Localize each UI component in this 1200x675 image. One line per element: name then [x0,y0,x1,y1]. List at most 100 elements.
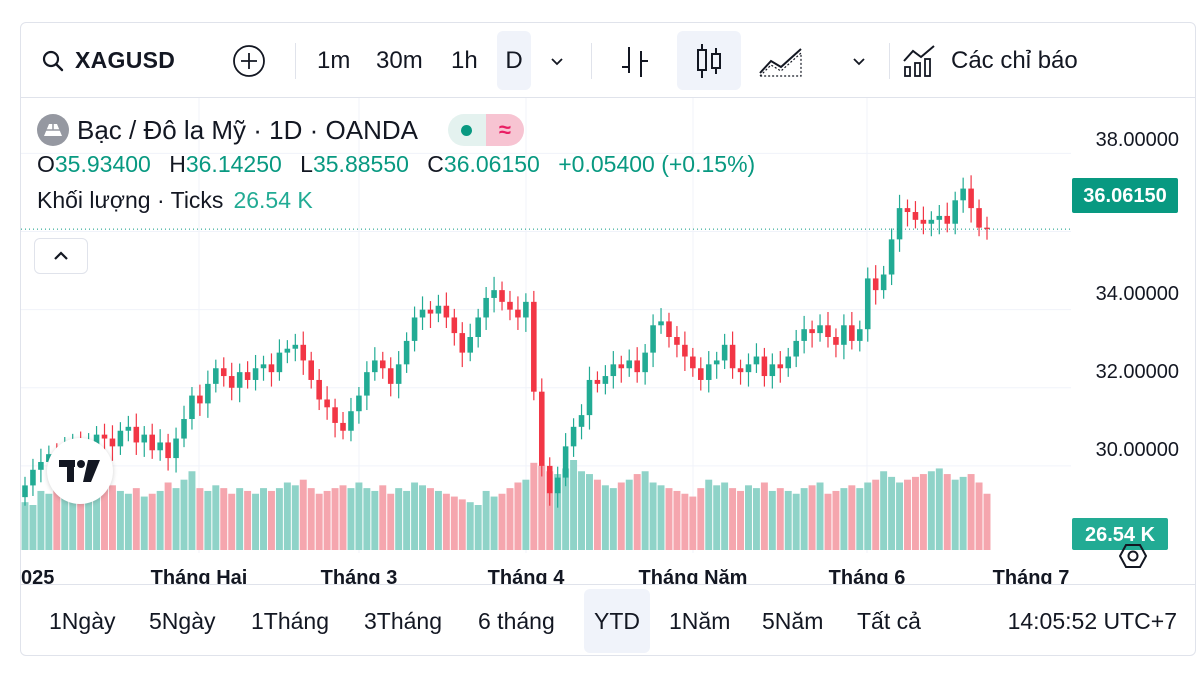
search-icon [42,50,64,71]
time-axis-label: Tháng 4 [488,567,566,584]
volume-bar [538,465,546,550]
volume-bar [323,490,331,550]
candle [594,379,601,384]
volume-bar [808,485,816,550]
candle [149,434,155,451]
candle [379,360,386,369]
volume-bar [975,482,983,550]
volume-bar [546,471,554,550]
volume-bar [919,474,927,550]
candle [340,422,346,431]
range-3m[interactable]: 3Tháng [364,607,443,634]
tradingview-logo[interactable] [47,438,113,504]
range-6m[interactable]: 6 tháng [478,607,555,634]
candle [880,274,887,291]
candle [698,368,704,380]
clock-timezone[interactable]: 14:05:52 UTC+7 [1007,607,1177,634]
chart-canvas[interactable]: 38.00000 34.00000 32.00000 30.00000 36.0… [21,98,1196,584]
volume-legend: Khối lượng · Ticks 26.54 K [37,187,767,214]
range-ytd[interactable]: YTD [584,589,650,653]
toolbar: XAGUSD 1m 30m 1h D [21,23,1195,98]
candle [244,372,251,380]
candle [435,305,442,314]
interval-30m[interactable]: 30m [376,46,423,74]
volume-bar [37,490,45,550]
range-all[interactable]: Tất cả [857,607,921,634]
low-value: 35.88550 [312,151,409,177]
low-label: L [300,151,313,177]
bar-chart-icon [622,46,648,77]
date-range-bar: 1Ngày 5Ngày 1Tháng 3Tháng 6 tháng YTD 1N… [21,584,1195,655]
candle [101,434,108,439]
interval-dropdown[interactable] [549,23,565,98]
candle [833,337,839,345]
interval-d[interactable]: D [497,31,531,90]
volume-bar [21,502,29,550]
candle [825,325,831,337]
volume-bar [482,490,490,550]
candle [634,360,640,373]
volume-bar [816,482,824,550]
chevron-down-icon [853,57,865,65]
settings-hexagon-icon [1119,544,1147,568]
volume-bar [53,485,61,550]
interval-1m[interactable]: 1m [317,46,351,74]
range-5y[interactable]: 5Năm [762,607,824,634]
candle [705,364,712,380]
area-style-button[interactable] [757,23,805,98]
candle [682,344,688,357]
candle [284,348,291,353]
volume-bar [132,488,140,550]
candle [793,340,799,357]
candle [157,442,163,451]
range-1m[interactable]: 1Tháng [251,607,330,634]
candle [642,352,648,373]
volume-bar [593,479,601,550]
candle [896,208,903,240]
bar-style-button[interactable] [619,23,651,98]
status-pills[interactable]: ≈ [447,114,524,146]
candle [944,215,951,224]
symbol-name: XAGUSD [75,47,176,73]
candle [117,430,124,447]
volume-bar [959,476,967,550]
range-5d[interactable]: 5Ngày [149,607,216,634]
time-axis-label: Tháng Năm [639,567,748,584]
change-value: +0.05400 (+0.15%) [558,151,756,177]
candle [531,301,537,392]
candle [252,368,259,380]
candle [427,309,434,314]
candle [332,407,338,423]
candle [761,356,768,377]
price-axis[interactable]: 38.00000 34.00000 32.00000 30.00000 36.0… [1072,129,1179,550]
candle [538,391,545,466]
candle-style-button[interactable] [677,31,741,90]
volume-bar [275,488,283,550]
volume-bar [776,488,784,550]
symbol-search[interactable]: XAGUSD [41,23,175,98]
chart-settings-button[interactable] [1116,539,1150,573]
volume-bar [800,488,808,550]
candle [666,321,672,337]
range-1d[interactable]: 1Ngày [49,607,116,634]
range-1y[interactable]: 1Năm [669,607,731,634]
candle [769,364,776,377]
volume-bar [896,482,904,550]
volume-bar [681,493,689,550]
volume-bar [983,493,991,550]
add-symbol-button[interactable] [231,23,267,98]
volume-bar [101,482,108,550]
open-value: 35.93400 [54,151,151,177]
interval-1h[interactable]: 1h [451,46,478,74]
candle [785,356,792,369]
chart-type-dropdown[interactable] [851,23,867,98]
current-price-tag [1072,178,1178,213]
collapse-legend-button[interactable] [34,238,88,274]
candle [189,395,195,420]
volume-bar [760,482,768,550]
time-axis[interactable]: 025 Tháng Hai Tháng 3 Tháng 4 Tháng Năm … [21,567,1069,584]
indicators-icon [903,44,935,77]
open-label: O [37,151,55,177]
indicators-button[interactable]: Các chỉ báo [901,23,1078,98]
candle [197,395,203,404]
